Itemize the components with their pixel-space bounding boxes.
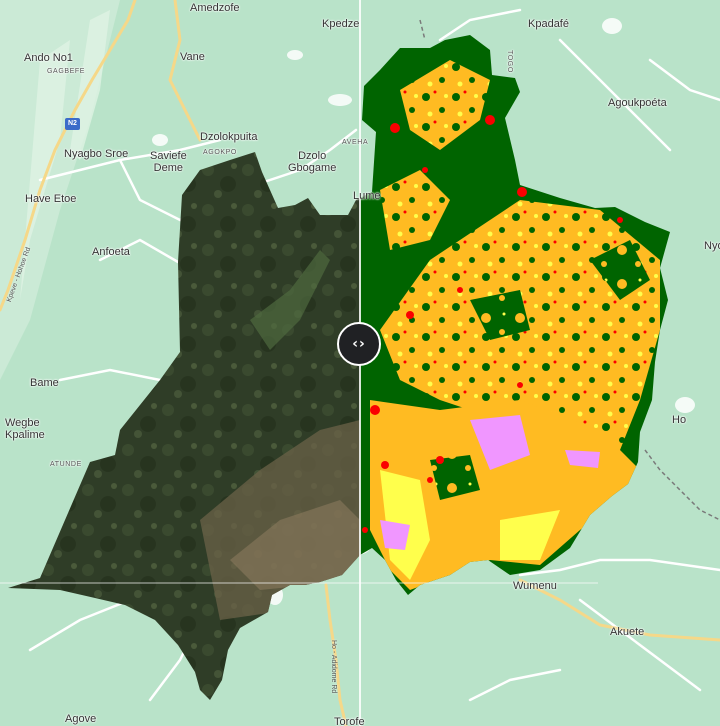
- place-lume: Lume: [353, 190, 381, 202]
- place-ho: Ho: [672, 414, 687, 426]
- place-bame: Bame: [30, 377, 59, 389]
- place-kpedze: Kpedze: [322, 18, 360, 30]
- place-saviefe-deme: Saviefe Deme: [150, 150, 187, 174]
- place-wumenu: Wumenu: [513, 580, 557, 592]
- place-kpadafe: Kpadafé: [528, 18, 569, 30]
- place-agokpo: AGOKPO: [203, 149, 237, 156]
- road-label-adidome: Ho - Adidome Rd: [330, 640, 337, 694]
- country-togo: TOGO: [506, 50, 513, 73]
- place-dzolo-gbogame: Dzolo Gbogame: [288, 150, 337, 174]
- road-shield-n2: N2: [65, 118, 80, 130]
- place-ando-no1: Ando No1: [24, 52, 73, 64]
- place-anfoeta: Anfoeta: [92, 246, 130, 258]
- place-dzolokpuita: Dzolokpuita: [200, 131, 258, 143]
- place-nyagbo-sroe: Nyagbo Sroe: [64, 148, 129, 160]
- place-akuete: Akuete: [610, 626, 645, 638]
- place-vane: Vane: [180, 51, 205, 63]
- place-agoukpoeta: Agoukpoéta: [608, 97, 667, 109]
- place-torofe: Torofe: [334, 716, 365, 726]
- place-agove: Agove: [65, 713, 97, 725]
- place-aveha: AVEHA: [342, 139, 369, 146]
- swipe-handle[interactable]: ‹›: [337, 322, 381, 366]
- place-amedzofe: Amedzofe: [190, 2, 240, 14]
- place-gagbefe: GAGBEFE: [47, 68, 86, 75]
- chevrons-icon: ‹›: [352, 336, 366, 352]
- place-have-etoe: Have Etoe: [25, 193, 77, 205]
- place-nyo: Nyo: [704, 240, 720, 252]
- place-atunde: ATUNDE: [50, 461, 82, 468]
- place-wegbe-kpalime: Wegbe Kpalime: [5, 417, 45, 441]
